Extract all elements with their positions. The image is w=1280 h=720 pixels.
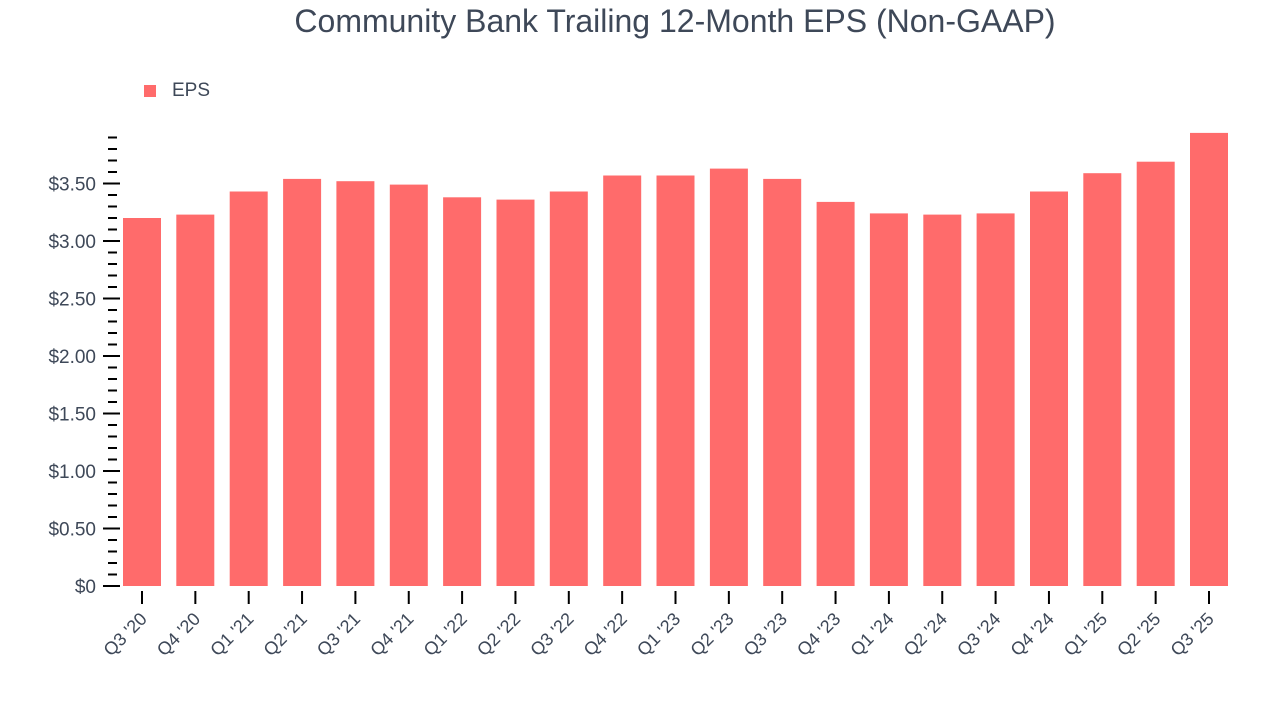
bar-q3-24 [976,213,1015,586]
x-axis: Q3 '20 Q4 '20 Q1 '21 Q2 '21 Q3 '21 Q4 '21 Q1 '… [100,591,1218,660]
x-tick-label: Q2 '25 [1113,609,1164,660]
bars [123,132,1228,587]
legend: EPS [144,80,210,102]
x-tick-label: Q3 '21 [313,609,364,660]
x-tick-label: Q1 '21 [206,609,257,660]
bar-q4-21 [389,184,428,586]
chart-title: Community Bank Trailing 12-Month EPS (No… [294,3,1056,39]
bar-q1-25 [1083,173,1122,586]
y-tick-label: $1.00 [48,462,96,483]
bar-q3-22 [549,191,588,586]
bar-q1-24 [869,213,908,586]
x-tick-label: Q4 '20 [153,609,204,660]
bar-q4-23 [816,201,855,586]
bar-q2-22 [496,199,535,586]
bar-q4-24 [1030,191,1068,586]
bar-q4-20 [176,214,215,586]
x-tick-label: Q4 '22 [580,609,631,660]
x-tick-label: Q1 '24 [846,609,897,660]
bar-q2-21 [283,178,322,586]
x-tick-label: Q1 '23 [633,609,684,660]
legend-swatch-eps [144,85,156,97]
y-tick-label: $2.00 [48,347,96,368]
legend-label-eps: EPS [172,80,211,101]
x-tick-label: Q2 '22 [473,609,524,660]
bar-q2-25 [1136,161,1175,586]
x-tick-label: Q4 '21 [366,609,417,660]
y-tick-label: $0.50 [48,520,96,541]
x-tick-label: Q3 '22 [526,609,577,660]
bar-q3-20 [123,218,161,586]
bar-q4-22 [603,175,642,586]
bar-q1-22 [443,197,482,587]
y-axis: $0 $0.50 $1.00 $1.50 $2.00 $2.50 $3.00 $3.50 [48,136,120,598]
x-tick-label: Q1 '22 [420,609,471,660]
y-tick-label: $3.50 [48,175,96,196]
x-tick-label: Q1 '25 [1060,609,1111,660]
bar-q1-23 [656,175,695,586]
bar-q3-23 [763,178,802,586]
x-tick-label: Q3 '20 [100,609,151,660]
bar-q2-24 [923,214,962,586]
y-tick-label: $0 [75,577,96,598]
y-tick-label: $2.50 [48,290,96,311]
bar-q3-21 [336,181,375,586]
y-tick-label: $3.00 [48,232,96,253]
x-tick-label: Q3 '24 [953,609,1004,660]
x-tick-label: Q2 '21 [260,609,311,660]
bar-q1-21 [229,191,268,586]
x-tick-label: Q3 '25 [1167,609,1218,660]
bar-q3-25 [1190,132,1228,586]
x-tick-label: Q2 '24 [900,609,951,660]
x-tick-label: Q3 '23 [740,609,791,660]
x-tick-label: Q4 '23 [793,609,844,660]
x-tick-label: Q2 '23 [686,609,737,660]
bar-q2-23 [709,168,748,586]
y-tick-label: $1.50 [48,405,96,426]
x-tick-label: Q4 '24 [1007,609,1058,660]
